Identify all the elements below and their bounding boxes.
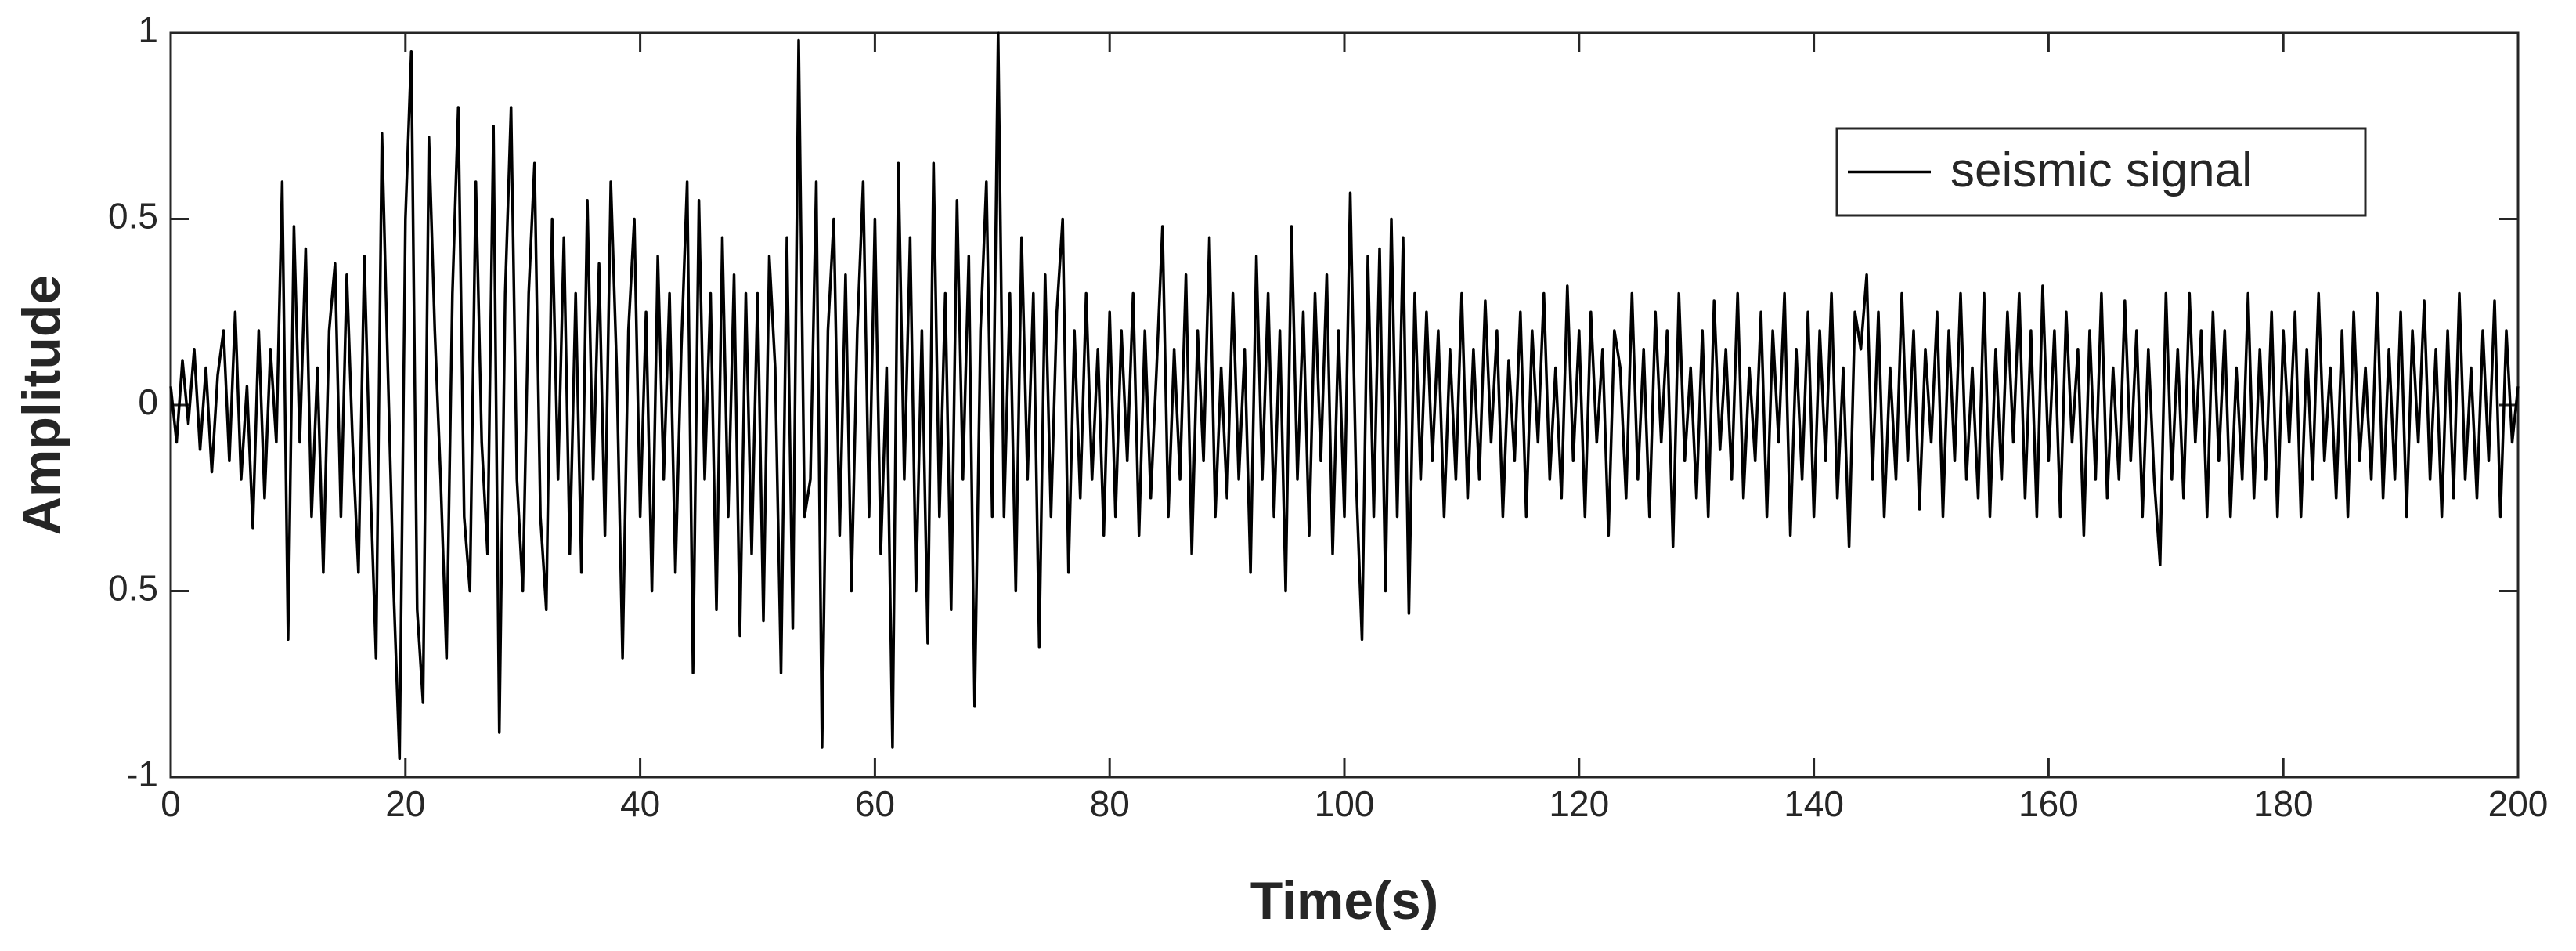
y-tick-label: 0.5 (108, 568, 158, 609)
signal-line (169, 31, 2520, 761)
x-tick-label: 0 (161, 783, 181, 824)
x-tick-label: 40 (620, 783, 660, 824)
y-tick-label: 1 (138, 9, 158, 50)
x-tick-label: 100 (1315, 783, 1375, 824)
y-tick-label: 0 (138, 381, 158, 422)
x-tick-label: 140 (1784, 783, 1844, 824)
x-axis-title: Time(s) (1250, 871, 1439, 931)
legend-label: seismic signal (1950, 143, 2253, 197)
x-tick-label: 80 (1090, 783, 1130, 824)
y-axis-title: Amplitude (12, 275, 71, 535)
y-tick-label: -1 (126, 754, 158, 794)
x-tick-label: 60 (855, 783, 895, 824)
x-tick-label: 20 (385, 783, 425, 824)
x-tick-label: 120 (1549, 783, 1609, 824)
x-tick-label: 200 (2488, 783, 2549, 824)
x-tick-label: 180 (2253, 783, 2314, 824)
x-tick-label: 160 (2019, 783, 2079, 824)
y-tick-label: 0.5 (108, 196, 158, 237)
